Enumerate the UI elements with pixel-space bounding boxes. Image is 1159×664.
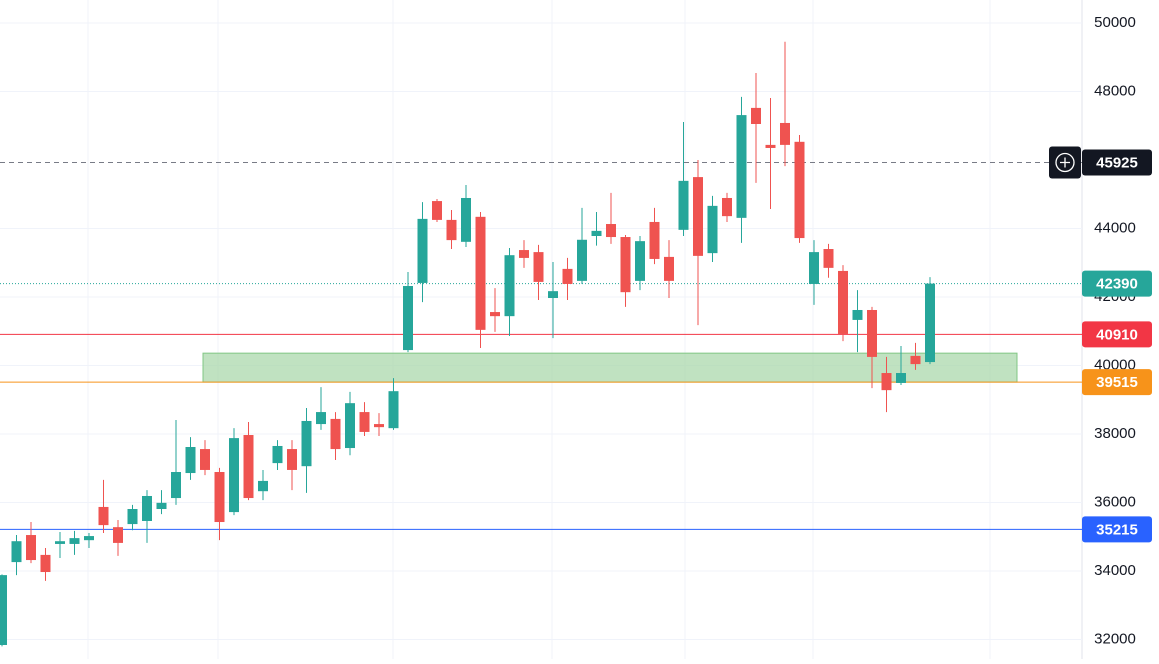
candle-body — [794, 141, 805, 239]
y-tick-label: 32000 — [1094, 630, 1136, 647]
price-label: 40910 — [1096, 326, 1138, 343]
candle-body — [446, 219, 457, 241]
candle-body — [490, 312, 500, 317]
candle-body — [316, 412, 326, 425]
candle-body — [765, 144, 776, 148]
candle-body — [635, 241, 645, 281]
candle-body — [301, 420, 312, 467]
candle-body — [55, 541, 65, 544]
candle-body — [519, 250, 529, 258]
candle-body — [533, 252, 544, 282]
candle-body — [548, 291, 558, 299]
y-tick-label: 36000 — [1094, 493, 1136, 510]
y-tick-label: 38000 — [1094, 425, 1136, 442]
candle-body — [664, 256, 674, 281]
price-label: 35215 — [1096, 521, 1138, 538]
candle-body — [620, 237, 631, 293]
y-tick-label: 50000 — [1094, 14, 1136, 31]
candle-body — [577, 239, 587, 281]
candle-body — [243, 435, 254, 499]
candle-body — [852, 309, 863, 320]
candle-body — [127, 509, 138, 525]
price-label: 42390 — [1096, 276, 1138, 293]
candle-body — [200, 449, 210, 470]
candle-body — [707, 205, 718, 254]
candle-body — [171, 472, 181, 499]
candle-body — [40, 554, 51, 573]
candle-body — [26, 535, 36, 561]
candle-body — [881, 373, 892, 391]
y-tick-label: 48000 — [1094, 82, 1136, 99]
candle-body — [98, 506, 109, 526]
vertical-grid — [87, 0, 991, 659]
candle-body — [374, 424, 384, 428]
candle-body — [780, 122, 790, 145]
candle-body — [838, 270, 848, 334]
candle-body — [693, 177, 703, 256]
candle-body — [475, 216, 486, 330]
candle-body — [432, 201, 442, 220]
candle-body — [867, 309, 877, 357]
price-label-box — [1082, 516, 1152, 543]
candle-body — [214, 472, 225, 523]
candle-body — [0, 575, 7, 645]
candle-body — [113, 527, 123, 543]
candle-body — [504, 255, 515, 317]
candle-body — [84, 536, 94, 541]
candle-body — [823, 249, 834, 268]
candle-body — [258, 480, 268, 492]
candle-body — [562, 268, 573, 284]
price-label-box — [1082, 270, 1152, 297]
candle-body — [142, 495, 152, 521]
candle-body — [461, 197, 471, 242]
price-label: 45925 — [1096, 155, 1138, 172]
candle-body — [751, 107, 761, 124]
candle-body — [403, 286, 413, 351]
candle-body — [910, 355, 921, 365]
candle-body — [287, 449, 297, 470]
candle-body — [156, 502, 167, 510]
candle-body — [359, 412, 370, 432]
candle-body — [925, 283, 935, 363]
add-icon — [1055, 152, 1075, 173]
candle-body — [330, 418, 341, 450]
price-label-box — [1082, 149, 1152, 176]
candle-body — [896, 373, 906, 383]
price-label-box — [1082, 369, 1152, 396]
candle-body — [229, 438, 239, 513]
zone — [202, 352, 1018, 383]
price-label-box — [1082, 321, 1152, 348]
y-tick-label: 34000 — [1094, 562, 1136, 579]
add-icon — [1060, 157, 1070, 168]
candle-body — [11, 541, 22, 563]
candle-body — [185, 447, 196, 474]
candle-body — [722, 197, 732, 217]
candle-body — [678, 180, 689, 230]
candle-body — [606, 224, 616, 238]
y-tick-label: 44000 — [1094, 219, 1136, 236]
price-label: 39515 — [1096, 374, 1138, 391]
candle-body — [388, 391, 399, 429]
candle-body — [417, 218, 428, 283]
candle-body — [69, 538, 80, 544]
candle-body — [345, 403, 355, 449]
candle-body — [272, 445, 283, 464]
candle-body — [736, 115, 747, 218]
candle-body — [649, 221, 660, 259]
candle-body — [591, 230, 602, 237]
candle-body — [809, 252, 819, 284]
